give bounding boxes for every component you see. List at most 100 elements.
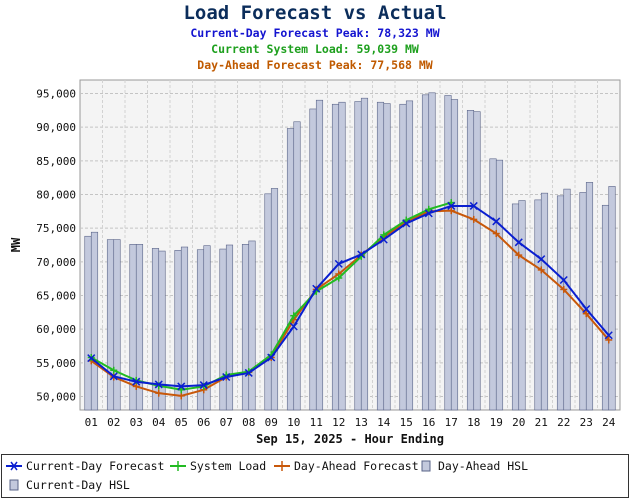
point-current-day-forecast — [177, 382, 186, 391]
point-current-day-forecast — [244, 368, 253, 377]
point-system-load — [110, 366, 118, 374]
point-current-day-forecast — [604, 331, 613, 340]
point-current-day-forecast — [132, 377, 141, 386]
legend-item-system-load: System Load — [170, 459, 266, 473]
load-chart: 50,000 55,000 60,000 65,000 70,000 75,000 80,0… — [9, 79, 621, 446]
bar-current-day-hsl — [158, 250, 166, 411]
x-tick-label: 07 — [220, 416, 233, 429]
point-current-day-forecast — [199, 381, 208, 390]
bar-day-ahead-hsl — [399, 103, 407, 411]
point-current-day-forecast — [447, 201, 456, 210]
current-system-load: Current System Load: 59,039 MW — [211, 42, 419, 56]
y-tick-label: 65,000 — [36, 290, 76, 303]
point-day-ahead-forecast — [132, 382, 140, 390]
point-day-ahead-forecast — [515, 251, 523, 259]
x-tick-label: 17 — [445, 416, 458, 429]
bar-current-day-hsl — [135, 244, 144, 411]
legend-swatch — [6, 461, 22, 471]
point-current-day-forecast — [109, 372, 118, 381]
current-day-forecast-peak: Current-Day Forecast Peak: 78,323 MW — [190, 26, 440, 40]
x-tick-label: 13 — [355, 416, 368, 429]
point-current-day-forecast — [402, 219, 411, 228]
point-current-day-forecast — [379, 235, 388, 244]
point-day-ahead-forecast — [155, 389, 163, 397]
bar-current-day-hsl — [428, 92, 436, 411]
bar-day-ahead-hsl — [331, 103, 340, 411]
y-tick-label: 75,000 — [36, 222, 76, 235]
bar-day-ahead-hsl — [106, 239, 115, 411]
y-tick-label: 70,000 — [36, 256, 76, 269]
line-day-ahead-forecast — [90, 209, 610, 397]
point-current-day-forecast — [289, 322, 298, 331]
x-tick-label: 11 — [310, 416, 323, 429]
bar-day-ahead-hsl — [241, 244, 250, 411]
bar-current-day-hsl — [270, 188, 279, 411]
bar-current-day-hsl — [203, 245, 211, 411]
legend-label: Current-Day HSL — [26, 478, 130, 492]
legend-label: System Load — [190, 459, 267, 473]
point-day-ahead-forecast — [447, 207, 455, 215]
bar-current-day-hsl — [338, 101, 346, 411]
point-current-day-forecast — [514, 238, 523, 247]
chart-title: Load Forecast vs Actual — [183, 2, 447, 24]
bar-day-ahead-hsl — [534, 199, 542, 411]
point-current-day-forecast — [537, 255, 546, 264]
x-tick-label: 04 — [152, 416, 166, 429]
chart-legend: Current-Day Forecast System Load Day-Ahead… — [1, 454, 629, 498]
y-tick-label: 60,000 — [36, 323, 76, 336]
point-day-ahead-forecast — [537, 266, 545, 274]
bar-current-day-hsl — [405, 100, 414, 411]
x-tick-label: 10 — [287, 416, 300, 429]
x-tick-label: 21 — [535, 416, 548, 429]
x-tick-label: 05 — [175, 416, 188, 429]
y-tick-label: 85,000 — [36, 155, 76, 168]
x-tick-label: 16 — [422, 416, 435, 429]
bar-day-ahead-hsl — [444, 95, 452, 411]
bar-day-ahead-hsl — [556, 195, 565, 411]
bar-day-ahead-hsl — [511, 203, 520, 411]
x-tick-label: 20 — [512, 416, 525, 429]
bar-current-day-hsl — [248, 240, 256, 411]
bar-current-day-hsl — [180, 246, 189, 411]
bar-current-day-hsl — [518, 200, 526, 411]
legend-item-day-ahead-hsl: Day-Ahead HSL — [418, 459, 528, 473]
legend-swatch — [421, 460, 431, 472]
x-tick-label: 12 — [332, 416, 345, 429]
bar-current-day-hsl — [473, 111, 481, 411]
point-day-ahead-forecast — [492, 230, 500, 238]
x-tick-label: 22 — [557, 416, 570, 429]
legend-label: Day-Ahead Forecast — [294, 459, 419, 473]
point-current-day-forecast — [334, 259, 343, 268]
y-tick-label: 90,000 — [36, 121, 76, 134]
bar-day-ahead-hsl — [219, 248, 227, 411]
point-current-day-forecast — [492, 217, 501, 226]
x-tick-label: 03 — [130, 416, 143, 429]
point-day-ahead-forecast — [605, 336, 613, 344]
point-system-load — [425, 205, 433, 213]
point-system-load — [335, 274, 343, 282]
x-tick-label: 19 — [490, 416, 503, 429]
bar-day-ahead-hsl — [309, 108, 317, 411]
point-day-ahead-forecast — [560, 285, 568, 293]
x-tick-label: 15 — [400, 416, 413, 429]
point-current-day-forecast — [222, 372, 231, 382]
y-tick-label: 95,000 — [36, 87, 76, 100]
point-current-day-forecast — [469, 201, 478, 210]
bar-current-day-hsl — [563, 188, 571, 411]
bar-day-ahead-hsl — [489, 158, 497, 411]
point-current-day-forecast — [424, 209, 433, 218]
point-current-day-forecast — [582, 304, 591, 314]
point-current-day-forecast — [87, 354, 96, 363]
x-tick-label: 02 — [107, 416, 120, 429]
legend-label: Day-Ahead HSL — [438, 459, 529, 473]
legend-swatch — [274, 461, 290, 471]
point-current-day-forecast — [357, 250, 366, 259]
bar-current-day-hsl — [495, 159, 504, 411]
x-tick-label: 01 — [85, 416, 98, 429]
bar-day-ahead-hsl — [84, 235, 92, 411]
x-tick-label: 06 — [197, 416, 210, 429]
x-tick-label: 08 — [242, 416, 255, 429]
bar-current-day-hsl — [608, 186, 616, 411]
bar-day-ahead-hsl — [601, 204, 610, 411]
point-day-ahead-forecast — [582, 310, 590, 318]
